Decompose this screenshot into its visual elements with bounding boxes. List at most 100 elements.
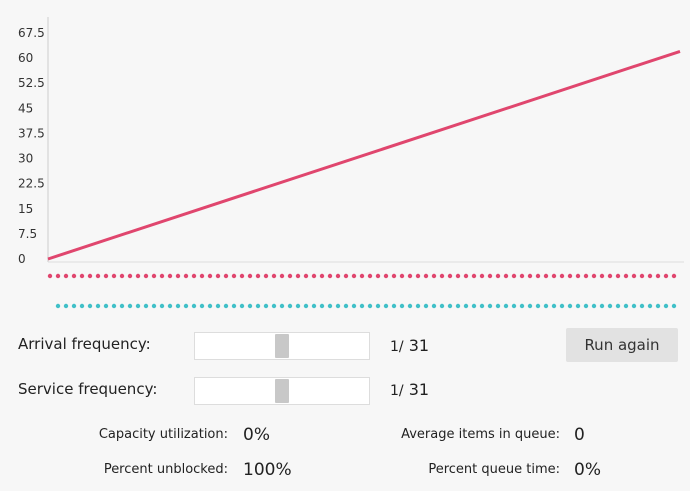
track-dot [559,303,565,309]
track-dot [55,273,61,279]
track-dot [239,303,245,309]
track-dot [159,303,165,309]
track-dot [423,303,429,309]
track-dot [263,273,269,279]
track-dot [431,273,437,279]
track-dot [439,303,445,309]
track-dot [543,303,549,309]
track-dot [127,303,133,309]
percent-queue-time-label: Percent queue time: [428,462,560,477]
run-again-button[interactable]: Run again [566,328,678,362]
track-dot [367,273,373,279]
track-dot [247,303,253,309]
track-dot [311,273,317,279]
track-dot [63,273,69,279]
queue-chart: 0 7.5 15 22.5 30 37.5 45 52.5 60 67.5 [18,17,684,309]
percent-queue-time-value: 0% [574,460,601,480]
track-dot [415,303,421,309]
track-dot [287,303,293,309]
track-dot [591,303,597,309]
track-dot [663,273,669,279]
track-dot [487,273,493,279]
track-dot [143,273,149,279]
track-dot [519,273,525,279]
track-dot [63,303,69,309]
track-dot [295,273,301,279]
track-dot [375,303,381,309]
track-dot [503,273,509,279]
track-dot [575,303,581,309]
track-dot [279,273,285,279]
arrival-frequency-prefix: 1/ [390,339,404,355]
track-dot [583,273,589,279]
track-dot [631,273,637,279]
track-dot [167,273,173,279]
track-dot [263,303,269,309]
y-tick-label: 15 [18,202,33,216]
track-dot [231,303,237,309]
average-items-in-queue-label: Average items in queue: [401,427,560,442]
track-dot [575,273,581,279]
track-dot [383,303,389,309]
track-dot [279,303,285,309]
track-dot [447,303,453,309]
track-dot [71,273,77,279]
track-dot [559,273,565,279]
service-slider-thumb[interactable] [275,379,289,403]
y-tick-label: 45 [18,101,33,115]
track-dot [399,273,405,279]
arrival-slider-thumb[interactable] [275,334,289,358]
y-tick-label: 7.5 [18,227,37,241]
track-dot [159,273,165,279]
track-dot [599,273,605,279]
track-dot [567,303,573,309]
track-dot [615,273,621,279]
track-dot [607,303,613,309]
track-dot [95,273,101,279]
track-dot [103,303,109,309]
queue-series-line [47,49,681,261]
track-dot [287,273,293,279]
y-tick-label: 60 [18,51,33,65]
track-dot [255,273,261,279]
track-dot [359,273,365,279]
track-dot [623,303,629,309]
track-dot [319,303,325,309]
track-dot [215,303,221,309]
service-frequency-readout: 1/ 31 [390,380,429,399]
track-dot [183,303,189,309]
track-dot [639,273,645,279]
track-dot [207,303,213,309]
track-dot [47,273,53,279]
arrival-dot-track [47,273,677,279]
track-dot [231,273,237,279]
arrival-frequency-label: Arrival frequency: [18,335,151,353]
track-dot [327,303,333,309]
track-dot [407,273,413,279]
average-items-in-queue-value: 0 [574,425,585,445]
service-frequency-value: 31 [408,380,430,399]
track-dot [463,303,469,309]
track-dot [479,273,485,279]
track-dot [463,273,469,279]
track-dot [87,273,93,279]
track-dot [95,303,101,309]
track-dot [511,273,517,279]
track-dot [87,303,93,309]
service-frequency-slider[interactable] [194,377,370,405]
track-dot [255,303,261,309]
track-dot [391,273,397,279]
track-dot [615,303,621,309]
y-tick-label: 52.5 [18,76,45,90]
track-dot [567,273,573,279]
percent-unblocked-value: 100% [243,460,292,480]
track-dot [527,303,533,309]
arrival-frequency-slider[interactable] [194,332,370,360]
track-dot [591,273,597,279]
service-frequency-label: Service frequency: [18,380,158,398]
track-dot [71,303,77,309]
track-dot [663,303,669,309]
track-dot [447,273,453,279]
y-tick-label: 0 [18,252,26,266]
track-dot [271,303,277,309]
